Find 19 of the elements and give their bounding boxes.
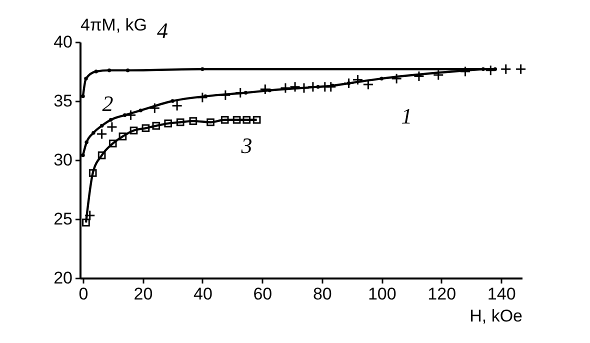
y-tick-label: 25 xyxy=(54,210,72,228)
y-tick-label: 20 xyxy=(54,268,72,288)
y-axis-title: 4πM, kG xyxy=(80,16,148,34)
x-tick-label: 100 xyxy=(368,284,396,304)
x-tick-label: 20 xyxy=(134,284,153,304)
x-tick-label: 120 xyxy=(428,284,456,304)
x-tick-label: 140 xyxy=(487,284,516,304)
y-tick-label: 30 xyxy=(54,150,72,170)
y-tick-label: 40 xyxy=(54,32,72,52)
series-label: 3 xyxy=(240,132,252,158)
x-axis-title: H, kOe xyxy=(470,306,522,326)
series-label: 4 xyxy=(156,18,168,44)
series-label: 1 xyxy=(401,104,412,129)
x-tick-label: 40 xyxy=(193,284,212,304)
y-tick-label: 35 xyxy=(54,92,72,110)
x-tick-label: 80 xyxy=(312,284,332,304)
x-tick-label: 0 xyxy=(78,284,88,304)
series-label: 2 xyxy=(102,90,114,116)
x-tick-label: 60 xyxy=(253,284,272,304)
